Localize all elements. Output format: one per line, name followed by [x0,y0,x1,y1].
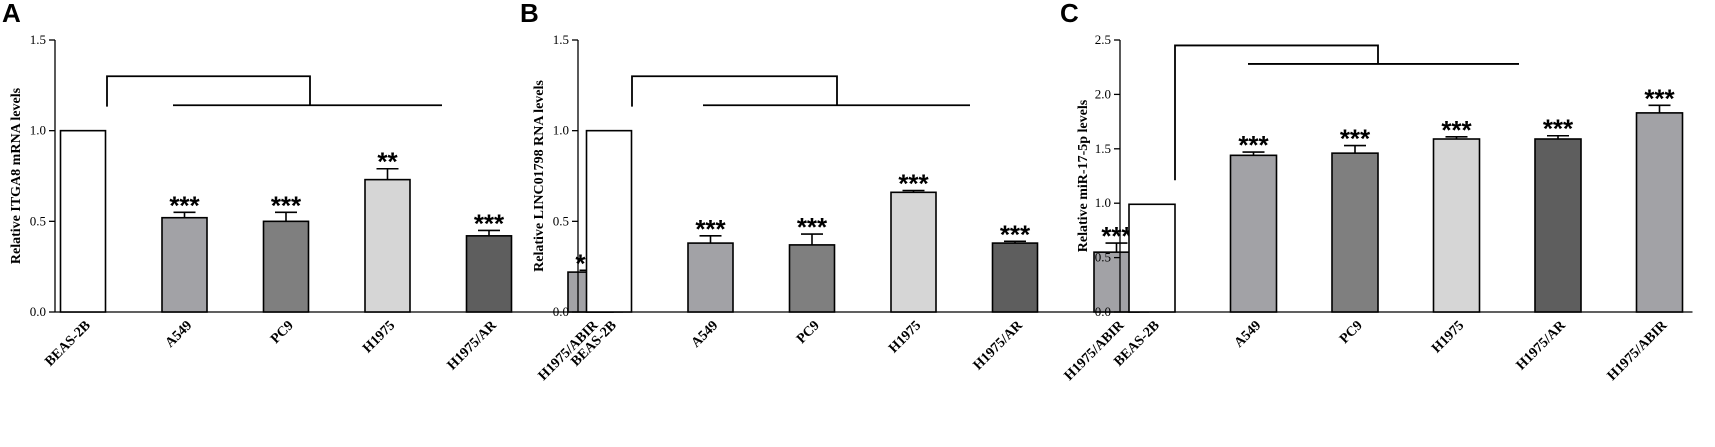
significance-label: *** [898,169,929,199]
y-tick-label: 1.0 [30,123,46,138]
bar-h1975 [364,178,411,313]
bar-h1975-ar [991,242,1039,313]
comparison-bracket [1174,44,1379,181]
significance-label: *** [1340,124,1371,154]
x-tick-label: PC9 [268,318,297,347]
y-axis-label: Relative LINC01798 RNA levels [532,80,547,272]
x-tick-label: H1975 [360,318,398,356]
y-tick-label: 1.5 [30,32,46,47]
significance-label: *** [695,214,726,244]
y-tick-label: 1.5 [553,32,569,47]
x-tick-label: A549 [163,318,196,351]
y-axis-label: Relative ITGA8 mRNA levels [9,87,24,264]
significance-label: ** [377,147,398,177]
bar-a549 [161,216,208,313]
significance-label: *** [1441,115,1472,145]
significance-label: *** [797,212,828,242]
comparison-bracket [106,75,311,107]
significance-label: *** [474,208,505,238]
bar-beas-2b [585,129,633,313]
bar-h1975-ar [1534,138,1582,313]
y-tick-label: 0.0 [1095,304,1111,319]
significance-label: *** [1000,219,1031,249]
x-tick-label: A549 [689,318,722,351]
x-tick-label: H1975/AR [445,318,501,374]
significance-label: *** [1543,114,1574,144]
panel-letter: A [2,0,21,28]
x-tick-label: H1975/ABIR [1605,318,1671,384]
bar-pc9 [262,220,310,313]
significance-label: *** [1238,130,1269,160]
x-tick-label: PC9 [1337,318,1366,347]
panel-letter: B [520,0,539,28]
y-tick-label: 1.5 [1095,141,1111,156]
y-tick-label: 1.0 [1095,195,1111,210]
y-tick-label: 0.0 [553,304,569,319]
y-tick-label: 0.0 [30,304,46,319]
bar-h1975 [890,191,937,313]
y-tick-label: 0.5 [30,213,46,228]
x-tick-label: H1975/ABIR [1062,318,1128,384]
chart-panel-a: A 0.0 0.5 1.0 1.5 Relative ITGA8 mRNA levels B… [2,0,623,384]
y-tick-label: 1.0 [553,123,569,138]
x-tick-label: H1975/AR [1514,318,1570,374]
significance-label: *** [1644,83,1675,113]
bar-h1975 [1432,138,1481,313]
y-tick-label: 2.5 [1095,32,1111,47]
x-tick-label: H1975/AR [971,318,1027,374]
y-tick-label: 2.0 [1095,86,1111,101]
chart-panel-c: C 0.0 0.5 1.0 1.5 2.0 2.5 Relative miR-17-5p le… [1060,0,1693,384]
bar-h1975-ar [465,235,513,313]
y-tick-label: 0.5 [1095,250,1111,265]
x-tick-label: A549 [1232,318,1265,351]
bar-pc9 [1331,152,1379,313]
significance-label: *** [1101,221,1132,251]
significance-label: *** [271,190,302,220]
bar-h1975-abir [1635,112,1684,313]
bar-pc9 [788,244,836,313]
y-axis-label: Relative miR-17-5p levels [1076,99,1091,252]
chart-panel-b: B 0.0 0.5 1.0 1.5 Relative LINC01798 RNA leve… [520,0,1149,384]
bar-a549 [687,242,734,313]
comparison-bracket [631,75,838,107]
x-tick-label: H1975 [1429,318,1467,356]
bar-beas-2b [1128,203,1176,313]
x-tick-label: BEAS-2B [43,318,94,369]
x-tick-label: H1975 [886,318,924,356]
bar-a549 [1229,154,1278,313]
x-tick-label: PC9 [794,318,823,347]
significance-label: *** [169,190,200,220]
bar-beas-2b [59,129,107,313]
y-tick-label: 0.5 [553,213,569,228]
panel-letter: C [1060,0,1079,28]
